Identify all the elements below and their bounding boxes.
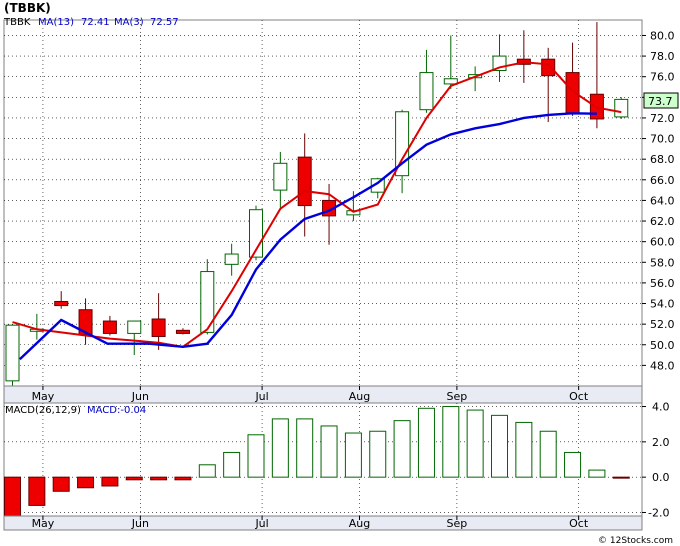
macd-x-tick-label: Aug [349,517,370,530]
macd-bar-negative [612,476,630,479]
macd-bar-positive [344,432,362,478]
price-y-tick-label: 48.0 [650,359,675,372]
macd-bars [4,406,630,517]
macd-bar-positive [588,469,606,478]
candle-up [127,320,142,334]
macd-x-tick-label: Jun [131,517,149,530]
ma3-line [12,61,622,348]
price-y-tick-label: 60.0 [650,236,675,249]
macd-bar-negative [4,476,21,517]
macd-x-axis-band [3,515,643,531]
macd-bar-positive [491,414,508,478]
macd-x-tick-label: Sep [447,517,468,530]
macd-bar-negative [101,476,119,487]
macd-bar-positive [271,418,289,478]
legend-ma3-label: MA(3) [114,17,144,28]
price-moving-averages [12,61,622,361]
macd-bar-negative [77,476,95,489]
price-y-tick-label: 52.0 [650,318,675,331]
price-y-tick-label: 70.0 [650,133,675,146]
macd-bar-positive [393,420,411,478]
macd-bar-positive [442,406,460,478]
macd-bar-positive [466,409,484,478]
macd-y-tick-label: 2.0 [652,436,670,449]
candle-up [419,72,434,111]
macd-bar-negative [150,476,168,481]
price-y-tick-label: 62.0 [650,215,675,228]
price-y-tick-label: 68.0 [650,153,675,166]
price-x-tick-label: May [32,390,55,403]
macd-x-axis: May Jun Jul Aug Sep Oct [32,516,589,530]
candle-up [443,78,458,85]
candle-down [151,318,166,338]
price-y-axis: 48.0 50.0 52.0 54.0 56.0 58.0 60.0 62.0 64.0 66.0… [642,29,675,372]
macd-bar-positive [198,464,216,478]
candle-down [78,309,93,335]
price-x-tick-label: Oct [569,390,589,403]
candle-down [54,300,69,307]
candle-down [102,320,117,334]
candle-up [200,271,215,333]
macd-y-tick-label: -2.0 [648,506,669,519]
macd-bar-positive [369,430,387,478]
candle-up [273,162,288,191]
price-y-tick-label: 54.0 [650,298,675,311]
ma13-line [18,112,597,361]
price-x-axis-band [3,385,643,404]
candle-down [541,58,556,77]
ticker-symbol: (TBBK) [4,1,51,15]
legend-ticker: TBBK [3,17,31,28]
macd-bar-positive [564,451,582,478]
macd-bar-negative [52,476,70,492]
candle-up [614,98,629,118]
price-y-tick-label: 72.0 [650,112,675,125]
price-x-tick-label: Aug [349,390,370,403]
price-y-tick-label: 78.0 [650,50,675,63]
candle-down [297,156,312,207]
macd-bar-positive [320,425,338,478]
macd-bar-negative [174,476,192,481]
candle-down [175,329,190,334]
candle-down [565,72,580,114]
macd-bar-positive [247,434,265,478]
legend-ma3-value: 72.57 [150,17,179,28]
last-price-badge: 73.7 [643,92,679,109]
macd-y-tick-label: 0.0 [652,471,670,484]
macd-x-tick-label: Jul [254,517,268,530]
price-y-tick-label: 76.0 [650,71,675,84]
candle-up [5,324,20,382]
macd-bar-negative [28,476,46,506]
macd-bar-negative [125,476,143,481]
price-x-tick-label: Sep [447,390,468,403]
legend-ma13-value: 72.41 [81,17,110,28]
price-y-tick-label: 80.0 [650,29,675,42]
legend-ma13-label: MA(13) [38,17,74,28]
macd-bar-positive [223,451,241,478]
macd-x-tick-label: May [32,517,55,530]
price-y-tick-label: 50.0 [650,339,675,352]
price-legend: TBBK MA(13) 72.41 MA(3) 72.57 [3,17,179,28]
price-y-tick-label: 56.0 [650,277,675,290]
macd-bar-positive [296,418,314,478]
last-price-label: 73.7 [648,95,673,108]
macd-y-tick-label: 4.0 [652,401,670,414]
price-y-tick-label: 64.0 [650,194,675,207]
macd-value: MACD:-0.04 [87,405,146,416]
macd-bar-positive [417,407,435,478]
macd-y-axis: 4.0 2.0 0.0 -2.0 [642,401,670,519]
price-x-tick-label: Jul [254,390,268,403]
watermark: © 12Stocks.com [598,536,673,546]
price-x-axis: May Jun Jul Aug Sep Oct [32,386,589,403]
macd-label: MACD(26,12,9) [5,405,81,416]
price-y-tick-label: 66.0 [650,174,675,187]
macd-bar-positive [515,421,533,478]
candle-up [224,253,239,265]
macd-x-tick-label: Oct [569,517,589,530]
macd-bar-positive [539,430,557,478]
price-x-tick-label: Jun [131,390,149,403]
price-y-tick-label: 58.0 [650,256,675,269]
